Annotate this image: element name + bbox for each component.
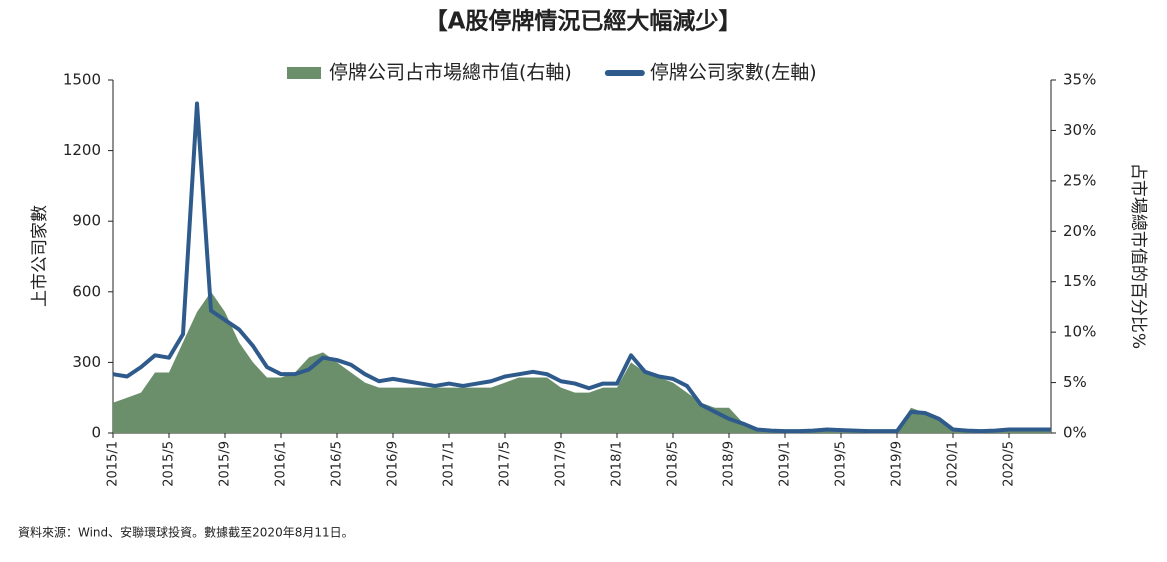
x-tick-label: 2019/5 — [834, 441, 849, 487]
y2-tick-label: 10% — [1063, 323, 1096, 341]
y-tick-label: 300 — [72, 353, 101, 371]
x-tick-label: 2020/5 — [1002, 441, 1017, 487]
legend-swatch — [287, 67, 321, 79]
x-tick-label: 2015/9 — [218, 441, 233, 487]
x-tick-label: 2018/5 — [666, 441, 681, 487]
x-tick-label: 2018/9 — [722, 441, 737, 487]
y2-tick-label: 25% — [1063, 171, 1096, 189]
y-tick-label: 600 — [72, 282, 101, 300]
x-tick-label: 2016/1 — [274, 441, 289, 487]
x-tick-label: 2019/1 — [778, 441, 793, 487]
y2-tick-label: 5% — [1063, 373, 1087, 391]
y-tick-label: 1200 — [63, 141, 101, 159]
y-axis-label: 上市公司家數 — [30, 205, 50, 307]
y2-tick-label: 20% — [1063, 222, 1096, 240]
y2-tick-label: 30% — [1063, 121, 1096, 139]
x-tick-label: 2017/1 — [442, 441, 457, 487]
y2-tick-label: 15% — [1063, 272, 1096, 290]
x-tick-label: 2015/1 — [106, 441, 121, 487]
legend-label: 停牌公司家數(左軸) — [650, 62, 817, 84]
x-tick-label: 2019/9 — [890, 441, 905, 487]
y-tick-label: 0 — [91, 424, 101, 442]
y2-tick-label: 35% — [1063, 71, 1096, 89]
x-tick-label: 2018/1 — [610, 441, 625, 487]
source-note: 資料來源：Wind、安聯環球投資。數據截至2020年8月11日。 — [18, 525, 354, 540]
x-tick-label: 2016/9 — [386, 441, 401, 487]
legend-label: 停牌公司占市場總市值(右軸) — [329, 62, 572, 84]
area — [113, 291, 1051, 433]
x-tick-label: 2020/1 — [946, 441, 961, 487]
y2-tick-label: 0% — [1063, 424, 1087, 442]
y-tick-label: 900 — [72, 212, 101, 230]
chart-title: 【A股停牌情況已經大幅減少】 — [425, 8, 742, 35]
x-tick-label: 2015/5 — [162, 441, 177, 487]
y2-axis-label: 占市場總市值的百分比% — [1128, 163, 1148, 349]
y-tick-label: 1500 — [63, 71, 101, 89]
line — [112, 101, 1051, 434]
x-tick-label: 2017/5 — [498, 441, 513, 487]
x-tick-label: 2017/9 — [554, 441, 569, 487]
x-tick-label: 2016/5 — [330, 441, 345, 487]
